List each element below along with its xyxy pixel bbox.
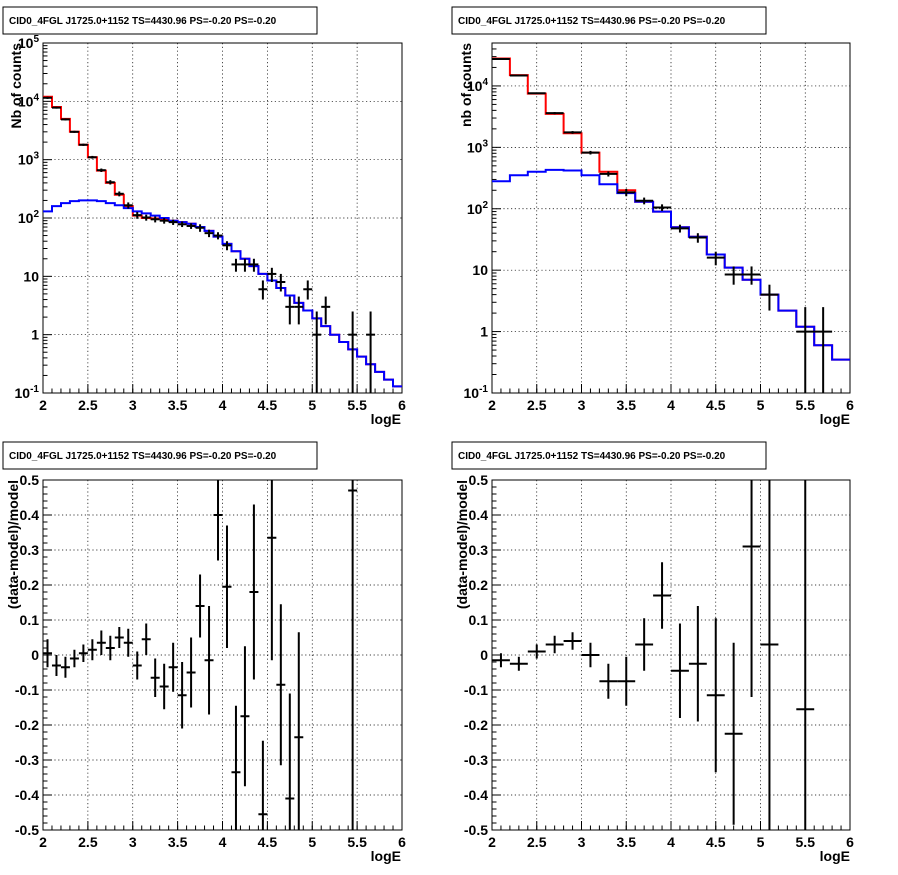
y-tick-label: -0.3 <box>464 752 488 768</box>
x-axis-label: logE <box>371 411 401 427</box>
title-box <box>2 441 318 470</box>
x-tick-label: 6 <box>846 397 854 413</box>
x-tick-label: 5.5 <box>796 397 816 413</box>
x-tick-label: 4.5 <box>706 397 726 413</box>
model-series-source <box>43 199 402 388</box>
residual-panel-left: CID0_4FGL J1725.0+1152 TS=4430.96 PS=-0.… <box>2 441 406 864</box>
x-tick-label: 3.5 <box>168 834 188 850</box>
x-tick-label: 6 <box>846 834 854 850</box>
x-tick-label: 2 <box>39 834 47 850</box>
y-tick-label: -0.1 <box>464 682 488 698</box>
panel-title: CID0_4FGL J1725.0+1152 TS=4430.96 PS=-0.… <box>9 451 277 462</box>
x-tick-label: 6 <box>398 397 406 413</box>
x-tick-label: 3 <box>578 397 586 413</box>
y-tick-label: 103 <box>467 138 489 155</box>
counts-panel-left: CID0_4FGL J1725.0+1152 TS=4430.96 PS=-0.… <box>2 6 406 427</box>
y-tick-label: 104 <box>18 92 40 109</box>
x-tick-label: 2 <box>488 834 496 850</box>
y-tick-label: 10-1 <box>15 384 40 401</box>
x-tick-label: 2.5 <box>527 834 547 850</box>
x-tick-label: 4.5 <box>258 834 278 850</box>
y-tick-label: 0.3 <box>469 542 489 558</box>
x-tick-label: 3.5 <box>617 397 637 413</box>
x-tick-label: 4 <box>219 834 227 850</box>
y-tick-label: -0.5 <box>15 822 39 838</box>
y-tick-label: 0.4 <box>469 507 489 523</box>
model-series-source <box>492 168 850 361</box>
y-tick-label: 102 <box>18 209 40 226</box>
y-tick-label: -0.2 <box>464 717 488 733</box>
residual-panel-right: CID0_4FGL J1725.0+1152 TS=4430.96 PS=-0.… <box>451 441 854 864</box>
x-tick-label: 6 <box>398 834 406 850</box>
y-tick-label: 0.1 <box>20 612 40 628</box>
x-tick-label: 5 <box>308 397 316 413</box>
y-axis-label: (data-model)/model <box>5 480 21 609</box>
x-tick-label: 2.5 <box>527 397 547 413</box>
x-tick-label: 4 <box>219 397 227 413</box>
y-tick-label: -0.4 <box>464 787 488 803</box>
y-tick-label: 0.4 <box>20 507 40 523</box>
y-tick-label: -0.5 <box>464 822 488 838</box>
y-axis-label: Nb of counts <box>8 43 24 129</box>
x-axis-label: logE <box>820 848 850 864</box>
x-tick-label: 5 <box>308 834 316 850</box>
y-tick-label: 10 <box>472 262 488 278</box>
x-tick-label: 4 <box>667 397 675 413</box>
x-tick-label: 4 <box>667 834 675 850</box>
y-axis-label: nb of counts <box>458 43 474 127</box>
x-tick-label: 3 <box>129 834 137 850</box>
y-tick-label: 105 <box>18 34 40 51</box>
y-tick-label: 0.2 <box>20 577 40 593</box>
panel-title: CID0_4FGL J1725.0+1152 TS=4430.96 PS=-0.… <box>458 451 726 462</box>
y-tick-label: 0.1 <box>469 612 489 628</box>
y-tick-label: 0 <box>480 647 488 663</box>
y-tick-label: 0.2 <box>469 577 489 593</box>
x-tick-label: 2 <box>488 397 496 413</box>
y-tick-label: 0.3 <box>20 542 40 558</box>
y-tick-label: 102 <box>467 200 489 217</box>
y-tick-label: -0.2 <box>15 717 39 733</box>
y-tick-label: 1 <box>31 327 39 343</box>
y-tick-label: -0.4 <box>15 787 39 803</box>
panel-title: CID0_4FGL J1725.0+1152 TS=4430.96 PS=-0.… <box>458 16 726 27</box>
y-tick-label: 1 <box>480 324 488 340</box>
x-tick-label: 2 <box>39 397 47 413</box>
title-box <box>451 441 767 470</box>
x-tick-label: 3.5 <box>617 834 637 850</box>
y-tick-label: 0.5 <box>20 472 40 488</box>
x-tick-label: 5 <box>757 397 765 413</box>
x-tick-label: 5.5 <box>347 834 367 850</box>
x-axis-label: logE <box>820 411 850 427</box>
y-tick-label: 0.5 <box>469 472 489 488</box>
x-tick-label: 4.5 <box>258 397 278 413</box>
counts-panel-right: CID0_4FGL J1725.0+1152 TS=4430.96 PS=-0.… <box>451 6 854 427</box>
y-tick-label: 10 <box>23 268 39 284</box>
y-tick-label: 103 <box>18 151 40 168</box>
title-box <box>451 6 767 35</box>
y-tick-label: 104 <box>467 77 489 94</box>
x-tick-label: 5.5 <box>796 834 816 850</box>
y-axis-label: (data-model)/model <box>454 480 470 609</box>
y-tick-label: -0.1 <box>15 682 39 698</box>
y-tick-label: 0 <box>31 647 39 663</box>
x-tick-label: 4.5 <box>706 834 726 850</box>
x-axis-label: logE <box>371 848 401 864</box>
panel-title: CID0_4FGL J1725.0+1152 TS=4430.96 PS=-0.… <box>9 16 277 27</box>
x-tick-label: 5 <box>757 834 765 850</box>
x-tick-label: 3 <box>578 834 586 850</box>
x-tick-label: 2.5 <box>78 834 98 850</box>
x-tick-label: 3 <box>129 397 137 413</box>
y-tick-label: -0.3 <box>15 752 39 768</box>
x-tick-label: 3.5 <box>168 397 188 413</box>
x-tick-label: 2.5 <box>78 397 98 413</box>
x-tick-label: 5.5 <box>347 397 367 413</box>
title-box <box>2 6 318 35</box>
y-tick-label: 10-1 <box>464 384 489 401</box>
